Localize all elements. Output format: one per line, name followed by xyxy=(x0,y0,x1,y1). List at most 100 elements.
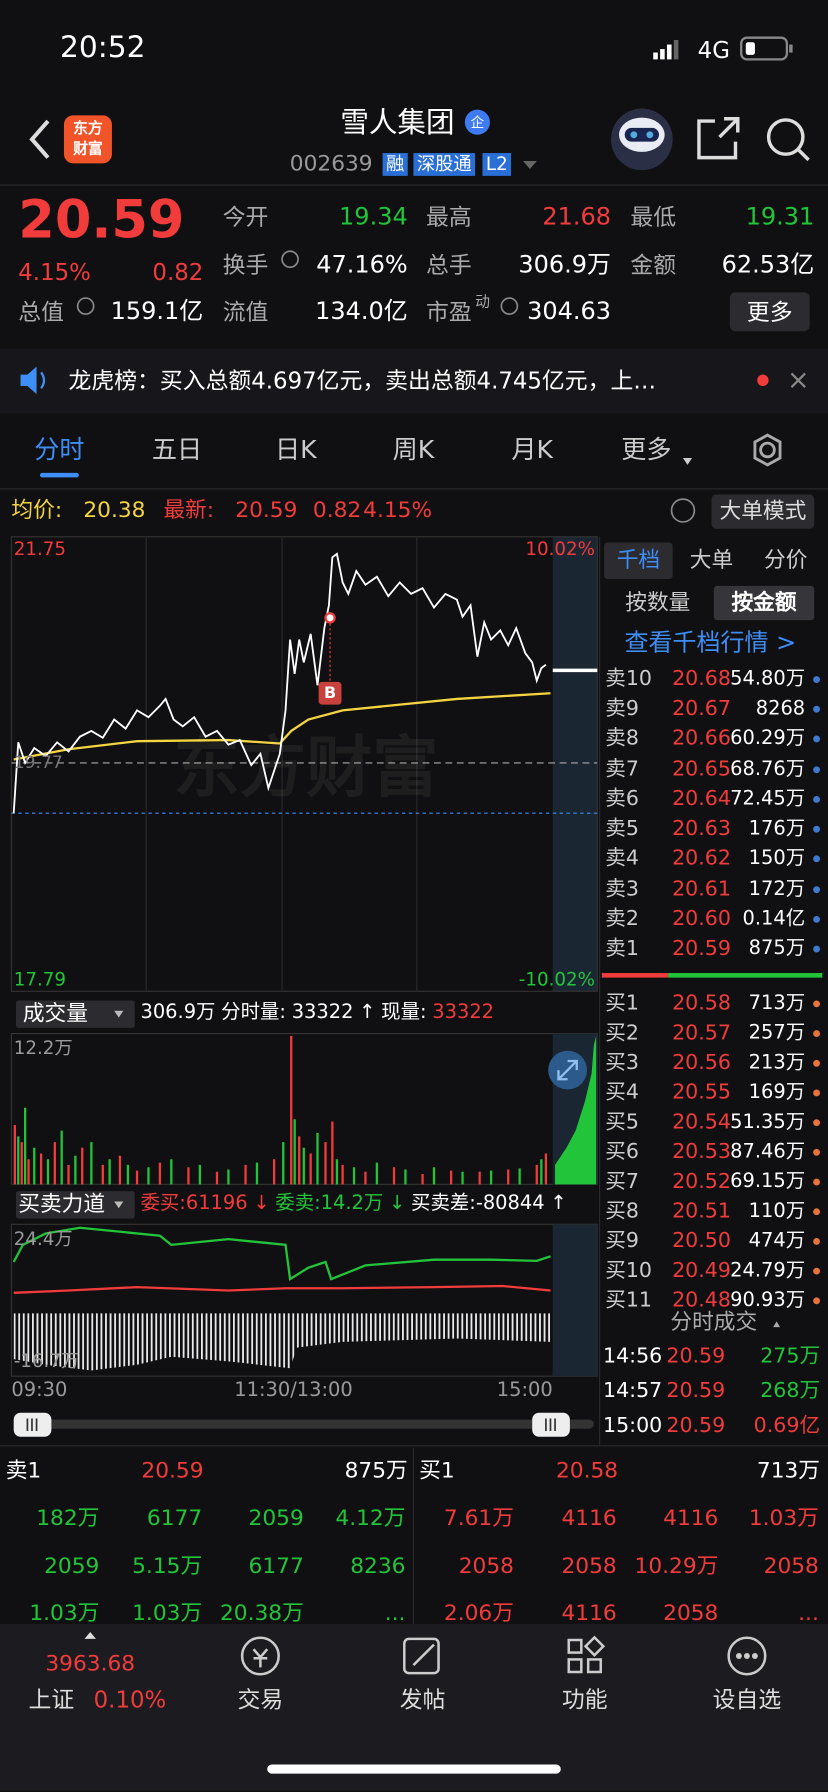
bid-amount: 474万 xyxy=(748,1229,806,1253)
axis-label: 21.75 xyxy=(13,537,67,560)
after-hours-bg xyxy=(552,536,598,992)
ask-price: 20.61 xyxy=(672,876,731,901)
tab[interactable]: 五日 xyxy=(151,436,203,465)
tag: L2 xyxy=(482,153,512,176)
volume-bars xyxy=(13,1035,548,1185)
nav-item[interactable]: 交易 xyxy=(237,1685,284,1714)
bid-label: 买1 xyxy=(605,991,639,1016)
side-mode[interactable]: 按金额 xyxy=(731,589,797,616)
bid-amount: 69.15万 xyxy=(730,1170,806,1193)
trade-volume: 275万 xyxy=(760,1344,821,1369)
tab[interactable]: 周K xyxy=(392,436,435,465)
trades-title: 分时成交 xyxy=(670,1309,758,1335)
tab[interactable]: 分时 xyxy=(34,436,85,465)
row-dot xyxy=(813,676,821,683)
index-toggle[interactable] xyxy=(84,1632,96,1639)
bid-label: 买11 xyxy=(605,1288,653,1313)
share-button[interactable] xyxy=(697,117,740,160)
trade-time: 14:57 xyxy=(603,1378,663,1403)
field-sup: 动 xyxy=(475,294,490,312)
bid-label: 买10 xyxy=(605,1258,653,1283)
ask-label: 卖7 xyxy=(605,756,639,781)
dropdown-icon[interactable] xyxy=(523,161,537,170)
robot-avatar[interactable] xyxy=(611,108,673,171)
tab-indicator xyxy=(39,472,79,478)
dropdown-icon xyxy=(114,1010,124,1018)
ask-price: 20.62 xyxy=(672,846,731,871)
tab[interactable]: 日K xyxy=(274,436,317,465)
book-price: 20.58 xyxy=(555,1457,619,1483)
book-order: 1.03万 xyxy=(132,1600,203,1626)
home-indicator xyxy=(267,1764,561,1774)
more-button-bg[interactable] xyxy=(729,292,810,332)
nav-item[interactable]: 发帖 xyxy=(399,1685,446,1714)
force-selector[interactable]: 买卖力道 xyxy=(18,1191,106,1217)
bid-price: 20.56 xyxy=(672,1050,731,1075)
side-tab-bg xyxy=(604,542,673,580)
trade-price: 20.59 xyxy=(666,1344,726,1369)
row-dot xyxy=(813,1148,821,1156)
more-button[interactable]: 更多 xyxy=(746,298,793,326)
bid-price: 20.52 xyxy=(672,1169,731,1194)
bid-amount: 87.46万 xyxy=(730,1140,806,1164)
time-label: 11:30/13:00 xyxy=(234,1379,353,1402)
ask-label: 卖10 xyxy=(605,666,653,691)
nav-item[interactable]: 设自选 xyxy=(712,1685,782,1714)
book-order: 182万 xyxy=(36,1505,100,1531)
book-amount: 713万 xyxy=(756,1457,821,1483)
volume-selector-bg[interactable] xyxy=(15,1000,135,1028)
row-dot xyxy=(813,825,821,833)
settings-button[interactable] xyxy=(753,433,782,467)
book-order: 4116 xyxy=(663,1505,719,1531)
mode-button[interactable]: 大单模式 xyxy=(719,498,807,524)
field-label: 金额 xyxy=(630,251,677,279)
depth-link[interactable]: 查看千档行情 > xyxy=(624,628,797,657)
label: 分时量: xyxy=(221,1001,286,1024)
row-dot xyxy=(813,915,821,923)
back-button[interactable] xyxy=(29,119,50,159)
ask-amount: 60.29万 xyxy=(730,727,806,751)
side-mode[interactable]: 按数量 xyxy=(625,589,691,616)
ask-label: 卖8 xyxy=(605,726,639,751)
bid-amount: 24.79万 xyxy=(730,1259,806,1282)
book-order: 2058 xyxy=(458,1553,514,1579)
field-value: 21.68 xyxy=(542,202,612,231)
trade-marker[interactable]: B xyxy=(323,684,337,703)
watermark: 东方财富 xyxy=(173,728,439,807)
book-label: 卖1 xyxy=(5,1457,42,1483)
ask-price: 20.59 xyxy=(672,936,731,961)
field-value: 19.34 xyxy=(339,202,408,231)
bid-price: 20.53 xyxy=(672,1139,731,1164)
book-order: 1.03万 xyxy=(29,1600,100,1626)
side-tab[interactable]: 分价 xyxy=(764,547,808,573)
ask-amount: 176万 xyxy=(748,817,806,841)
tab[interactable]: 月K xyxy=(511,436,554,465)
marker-bg[interactable] xyxy=(318,681,342,705)
side-tab[interactable]: 大单 xyxy=(689,547,734,573)
index-name[interactable]: 上证 xyxy=(28,1685,75,1714)
index-value[interactable]: 3963.68 xyxy=(45,1650,136,1676)
close-button[interactable] xyxy=(790,372,806,388)
force-selector-bg[interactable] xyxy=(15,1191,135,1219)
help-icon[interactable] xyxy=(670,498,696,523)
row-dot xyxy=(813,1030,821,1037)
book-order: 6177 xyxy=(248,1553,304,1579)
bid-price: 20.55 xyxy=(672,1080,731,1105)
time-label: 09:30 xyxy=(11,1379,68,1402)
ask-amount: 0.14亿 xyxy=(742,907,806,930)
nav-item[interactable]: 功能 xyxy=(561,1685,608,1714)
volume-selector[interactable]: 成交量 xyxy=(22,1001,88,1027)
trades-toggle[interactable] xyxy=(773,1321,781,1328)
bid-price: 20.57 xyxy=(672,1021,731,1045)
index-pct[interactable]: 0.10% xyxy=(93,1685,167,1714)
side-tab[interactable]: 千档 xyxy=(616,547,661,573)
ask-amount: 54.80万 xyxy=(730,667,806,691)
banner-text[interactable]: 龙虎榜：买入总额4.697亿元，卖出总额4.745亿元，上… xyxy=(68,366,657,395)
ask-label: 卖3 xyxy=(605,876,639,901)
mode-button-bg[interactable] xyxy=(711,494,815,529)
search-button[interactable] xyxy=(766,118,810,162)
axis-label: 19.77 xyxy=(13,752,63,773)
expand-button[interactable] xyxy=(548,1050,588,1090)
unread-dot xyxy=(757,374,769,387)
tab[interactable]: 更多 xyxy=(621,436,672,465)
